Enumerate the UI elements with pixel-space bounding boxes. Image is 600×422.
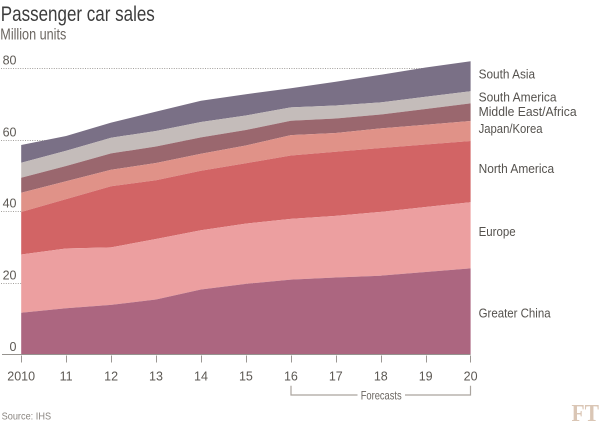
svg-text:15: 15 [239,370,253,384]
svg-text:14: 14 [194,370,208,384]
svg-text:Europe: Europe [479,224,516,239]
svg-text:South America: South America [479,89,558,104]
svg-text:16: 16 [284,370,298,384]
svg-text:Forecasts: Forecasts [361,389,402,403]
svg-text:North America: North America [479,161,555,176]
svg-text:Middle East/Africa: Middle East/Africa [479,104,578,119]
svg-text:12: 12 [104,370,118,384]
svg-text:80: 80 [3,54,17,68]
svg-text:20: 20 [3,269,17,283]
svg-text:13: 13 [149,370,163,384]
svg-text:2010: 2010 [7,370,35,384]
svg-text:17: 17 [329,370,343,384]
svg-text:11: 11 [60,370,73,384]
svg-text:FT: FT [572,400,600,422]
svg-text:19: 19 [419,370,433,384]
svg-text:0: 0 [10,340,17,354]
svg-text:Greater China: Greater China [479,306,552,321]
svg-text:40: 40 [3,197,17,211]
svg-text:Source: IHS: Source: IHS [2,411,52,422]
svg-text:20: 20 [464,370,478,384]
svg-text:Japan/Korea: Japan/Korea [479,121,544,136]
svg-text:18: 18 [374,370,388,384]
svg-text:Million units: Million units [0,27,66,44]
svg-text:Passenger car sales: Passenger car sales [1,3,155,26]
svg-text:South Asia: South Asia [479,67,536,82]
svg-text:60: 60 [3,126,17,140]
